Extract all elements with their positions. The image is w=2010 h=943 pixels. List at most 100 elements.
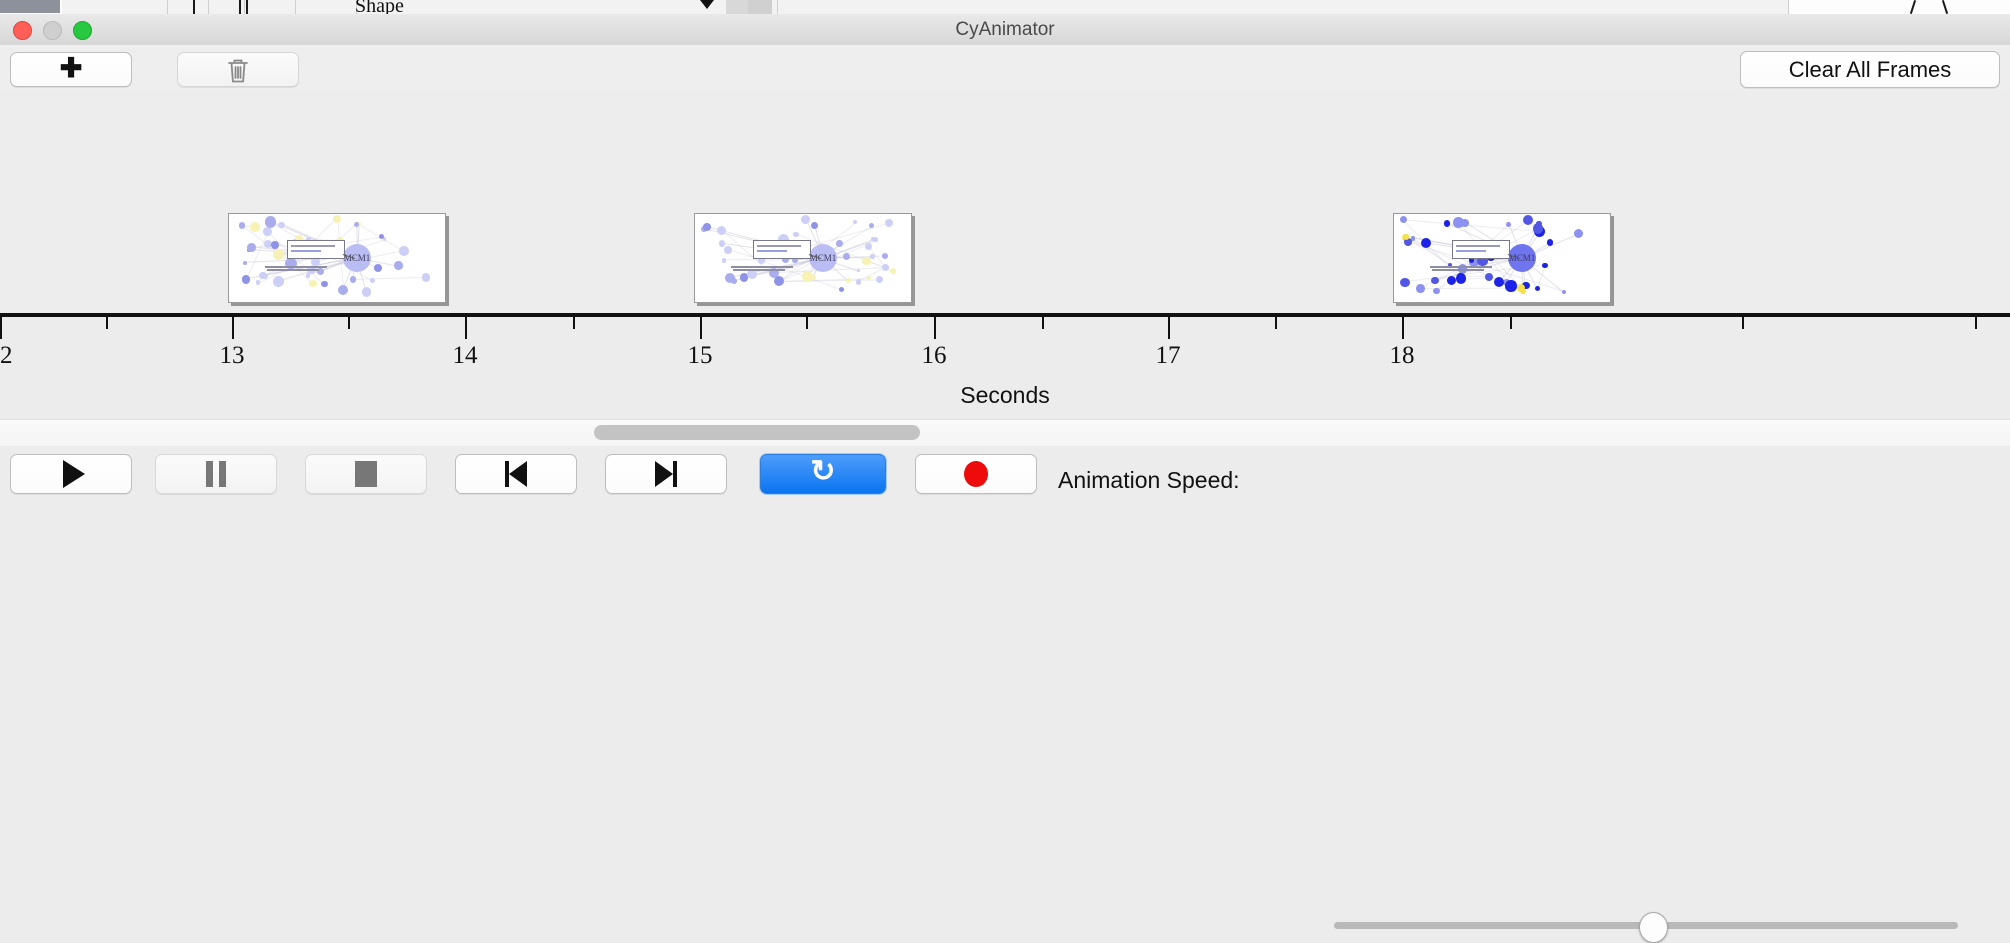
- axis-tick-minor: [573, 317, 575, 329]
- network-thumbnail: MCM1: [229, 214, 445, 302]
- network-node: [782, 256, 790, 264]
- network-node: [731, 278, 738, 285]
- network-node: [421, 273, 431, 282]
- network-node: [271, 241, 279, 249]
- network-note-line: [267, 269, 319, 271]
- network-node: [1561, 289, 1566, 294]
- network-node: [1456, 273, 1463, 279]
- axis-tick-major: [465, 317, 467, 339]
- zoom-button[interactable]: [73, 21, 92, 40]
- network-node: [263, 239, 273, 249]
- network-thumbnail: MCM1: [1394, 214, 1610, 302]
- window-title: CyAnimator: [955, 19, 1055, 40]
- axis-tick-minor: [348, 317, 350, 329]
- axis-tick-label: 13: [219, 342, 245, 369]
- axis-tick-major: [1402, 317, 1404, 339]
- axis-tick-major: [700, 317, 702, 339]
- axis-tick-label: 14: [452, 342, 478, 369]
- axis-tick-minor: [1742, 317, 1744, 329]
- network-note-line: [265, 266, 327, 268]
- network-node: [265, 216, 277, 228]
- playback-control-bar: ↻ Animation Speed:: [0, 446, 2010, 943]
- network-node: [724, 246, 732, 254]
- timeline-scrollbar-thumb[interactable]: [594, 425, 920, 440]
- network-node: [1546, 239, 1553, 246]
- network-node: [362, 287, 372, 297]
- network-node: [243, 260, 248, 265]
- clear-all-frames-button[interactable]: Clear All Frames: [1740, 51, 2000, 88]
- loop-button[interactable]: ↻: [760, 454, 886, 494]
- timeline-frame[interactable]: MCM1: [1393, 213, 1611, 303]
- network-hub-node: MCM1: [1508, 244, 1536, 272]
- network-node: [722, 258, 727, 263]
- stop-button[interactable]: [305, 454, 427, 494]
- network-node: [811, 274, 816, 280]
- network-node: [382, 237, 387, 241]
- network-node: [1522, 281, 1530, 290]
- next-frame-button[interactable]: [605, 454, 727, 494]
- network-node: [306, 273, 311, 278]
- network-node: [869, 223, 874, 229]
- network-node: [1494, 276, 1505, 287]
- play-button[interactable]: [10, 454, 132, 494]
- network-node: [321, 280, 328, 287]
- network-node: [853, 220, 858, 225]
- timeline-scrollbar-track[interactable]: [0, 419, 2010, 447]
- network-node: [1485, 272, 1494, 281]
- network-node: [305, 237, 311, 243]
- network-node: [273, 276, 284, 287]
- network-node: [1534, 285, 1540, 291]
- timeline-axis: [0, 313, 2010, 317]
- axis-tick-minor: [1275, 317, 1277, 329]
- axis-tick-label: 18: [1389, 342, 1415, 369]
- stop-icon: [355, 461, 377, 487]
- network-node: [1443, 220, 1451, 227]
- network-node: [846, 278, 852, 284]
- network-note-line: [733, 269, 785, 271]
- network-node: [793, 231, 799, 237]
- timeline-frame[interactable]: MCM1: [228, 213, 446, 303]
- network-node: [273, 248, 285, 260]
- network-node: [884, 218, 893, 227]
- network-node: [881, 252, 888, 259]
- network-node: [875, 275, 883, 283]
- trash-icon: [225, 56, 251, 84]
- timeline-frame[interactable]: MCM1: [694, 213, 912, 303]
- network-node: [792, 257, 798, 264]
- network-node: [739, 273, 749, 282]
- record-button[interactable]: [915, 454, 1037, 494]
- network-node: [1469, 256, 1480, 267]
- network-node: [1448, 263, 1452, 268]
- network-node: [1400, 277, 1410, 287]
- plus-icon: ✚: [59, 53, 83, 83]
- network-node: [1433, 288, 1440, 295]
- axis-tick-major: [934, 317, 936, 339]
- pause-button[interactable]: [155, 454, 277, 494]
- network-node: [394, 261, 403, 270]
- frame-toolbar: ✚ Clear All Frames: [0, 45, 2010, 92]
- axis-title: Seconds: [960, 382, 1050, 408]
- network-node: [399, 246, 409, 256]
- network-node: [1415, 284, 1425, 293]
- network-node: [801, 271, 814, 283]
- network-note-line: [1430, 266, 1492, 268]
- network-node: [1400, 216, 1408, 224]
- network-node: [881, 264, 889, 272]
- network-node: [1516, 283, 1525, 293]
- axis-tick-major: [232, 317, 234, 339]
- delete-frame-button[interactable]: [177, 52, 299, 87]
- network-node: [725, 272, 736, 283]
- close-button[interactable]: [13, 21, 32, 40]
- record-icon: [964, 461, 988, 487]
- minimize-button[interactable]: [43, 21, 62, 40]
- network-node: [250, 222, 260, 232]
- add-frame-button[interactable]: ✚: [10, 52, 132, 87]
- network-node: [262, 272, 269, 279]
- network-node: [872, 236, 879, 243]
- network-node: [1403, 234, 1409, 240]
- previous-frame-button[interactable]: [455, 454, 577, 494]
- network-node: [1506, 222, 1512, 228]
- animation-speed-slider-thumb[interactable]: [1639, 912, 1668, 943]
- axis-tick-label: 17: [1155, 342, 1181, 369]
- network-node: [1431, 277, 1439, 285]
